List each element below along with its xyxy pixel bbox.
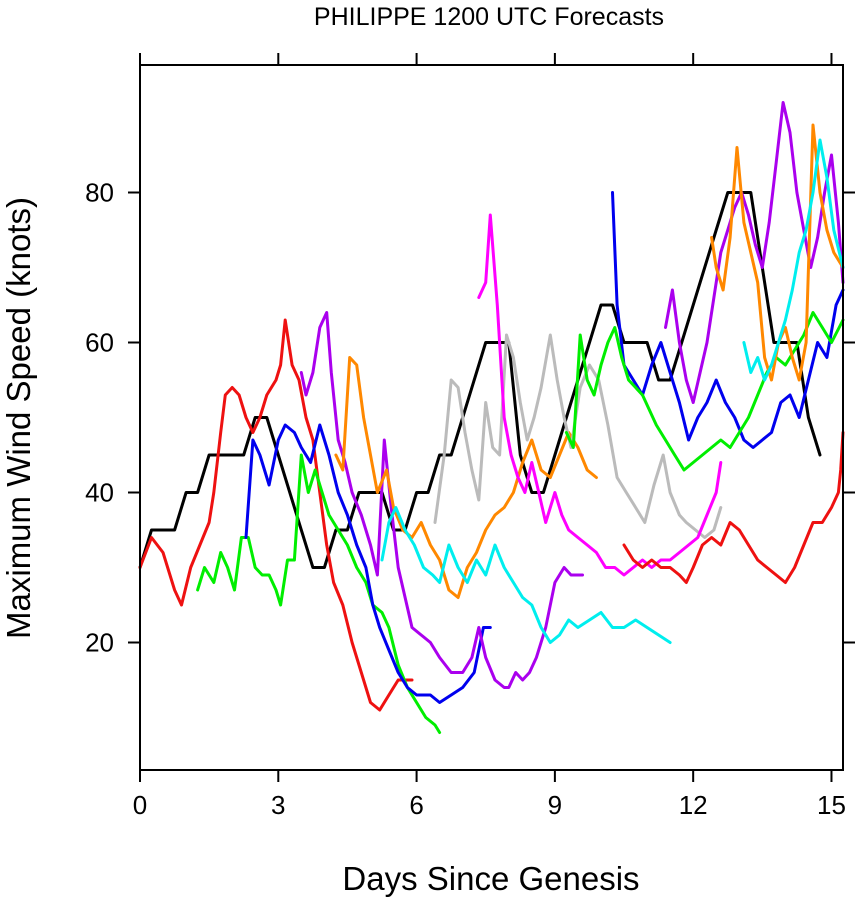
y-tick-label: 40: [85, 478, 114, 508]
x-tick-label: 3: [271, 790, 285, 820]
forecast-series-3: [196, 453, 442, 734]
plot-frame: [139, 64, 844, 771]
forecast-series-13: [664, 101, 845, 404]
forecast-series-11: [611, 191, 845, 449]
x-tick-label: 12: [679, 790, 708, 820]
forecast-series-9: [477, 213, 723, 577]
forecast-series-10: [622, 431, 845, 584]
forecast-series-14: [710, 123, 845, 382]
forecast-series-5: [299, 311, 584, 689]
forecast-series-8: [433, 333, 723, 539]
forecast-series-6: [334, 356, 598, 599]
forecast-series-4: [244, 423, 492, 704]
chart-title: PHILIPPE 1200 UTC Forecasts: [314, 3, 664, 31]
y-tick-label: 20: [85, 628, 114, 658]
forecast-series-15: [742, 138, 845, 382]
x-tick-label: 9: [548, 790, 562, 820]
y-axis-label: Maximum Wind Speed (knots): [0, 197, 37, 639]
x-axis-label: Days Since Genesis: [342, 860, 639, 897]
x-tick-label: 0: [133, 790, 147, 820]
x-tick-label: 15: [817, 790, 846, 820]
y-tick-label: 60: [85, 328, 114, 358]
forecast-series-7: [380, 506, 672, 644]
forecast-series-2: [138, 318, 414, 712]
y-tick-label: 80: [85, 178, 114, 208]
forecast-series-12: [564, 311, 845, 472]
axes-layer: 0 3 6 9 12 15 20 40 60 80: [85, 53, 855, 820]
x-tick-label: 6: [409, 790, 423, 820]
series-layer: [138, 101, 845, 734]
forecast-series-1: [138, 191, 822, 569]
